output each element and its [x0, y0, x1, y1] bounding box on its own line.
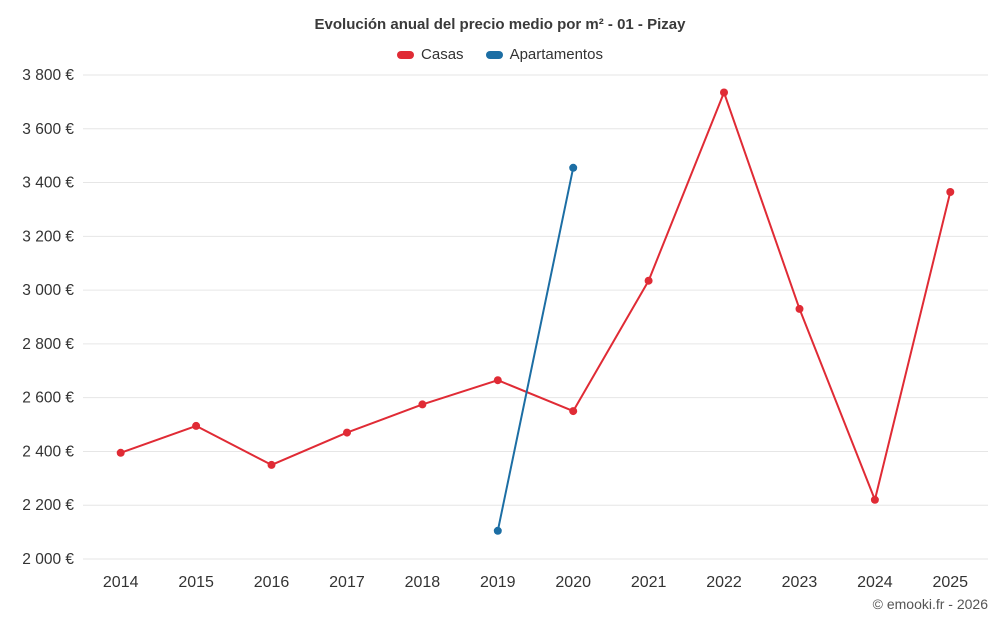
y-axis-label: 3 400 € [22, 175, 74, 192]
chart-title: Evolución anual del precio medio por m² … [314, 16, 686, 33]
y-axis-label: 2 600 € [22, 390, 74, 407]
data-point-casas-2023[interactable] [795, 304, 804, 313]
data-point-casas-2025[interactable] [946, 188, 955, 196]
y-axis-label: 2 000 € [22, 551, 74, 568]
x-axis-label: 2025 [932, 574, 968, 591]
data-point-casas-2021[interactable] [644, 276, 653, 285]
x-axis-label: 2015 [178, 574, 214, 591]
legend-marker-apartamentos [485, 50, 503, 59]
y-axis-label: 3 800 € [22, 67, 74, 84]
data-point-casas-2020[interactable] [569, 407, 578, 416]
legend-label-casas: Casas [421, 46, 464, 63]
y-axis-label: 3 200 € [22, 228, 74, 245]
data-point-casas-2018[interactable] [418, 400, 427, 409]
x-axis-label: 2014 [103, 574, 139, 591]
data-point-apartamentos-2019[interactable] [493, 526, 502, 535]
data-point-casas-2019[interactable] [493, 376, 502, 385]
x-axis-label: 2018 [405, 574, 441, 591]
y-axis-label: 3 000 € [22, 282, 74, 299]
series-line-apartamentos [496, 166, 575, 532]
data-point-apartamentos-2020[interactable] [569, 163, 578, 172]
x-axis-label: 2024 [857, 574, 893, 591]
data-point-casas-2017[interactable] [343, 428, 351, 437]
legend-label-apartamentos: Apartamentos [509, 46, 603, 63]
x-axis-label: 2022 [706, 574, 742, 591]
legend-marker-casas [397, 50, 415, 59]
data-point-casas-2024[interactable] [870, 495, 879, 504]
legend: Casas Apartamentos [0, 46, 1000, 63]
x-axis-label: 2019 [480, 574, 516, 591]
x-axis-label: 2023 [782, 574, 818, 591]
data-point-casas-2015[interactable] [192, 421, 201, 430]
y-axis-label: 2 800 € [22, 336, 74, 353]
copyright-credit: © emooki.fr - 2026 [872, 596, 988, 612]
series-line-casas [119, 91, 952, 501]
legend-item-casas[interactable]: Casas [397, 46, 464, 63]
x-axis-label: 2020 [555, 574, 591, 591]
y-axis-label: 2 400 € [22, 443, 74, 460]
data-point-casas-2016[interactable] [267, 460, 276, 469]
legend-item-apartamentos[interactable]: Apartamentos [485, 46, 603, 63]
y-axis-label: 2 200 € [22, 497, 74, 514]
data-point-casas-2022[interactable] [720, 88, 728, 97]
x-axis-label: 2016 [254, 574, 290, 591]
y-axis-label: 3 600 € [22, 121, 74, 138]
x-axis-label: 2017 [329, 574, 365, 591]
x-axis-label: 2021 [631, 574, 667, 591]
data-point-casas-2014[interactable] [116, 448, 125, 457]
